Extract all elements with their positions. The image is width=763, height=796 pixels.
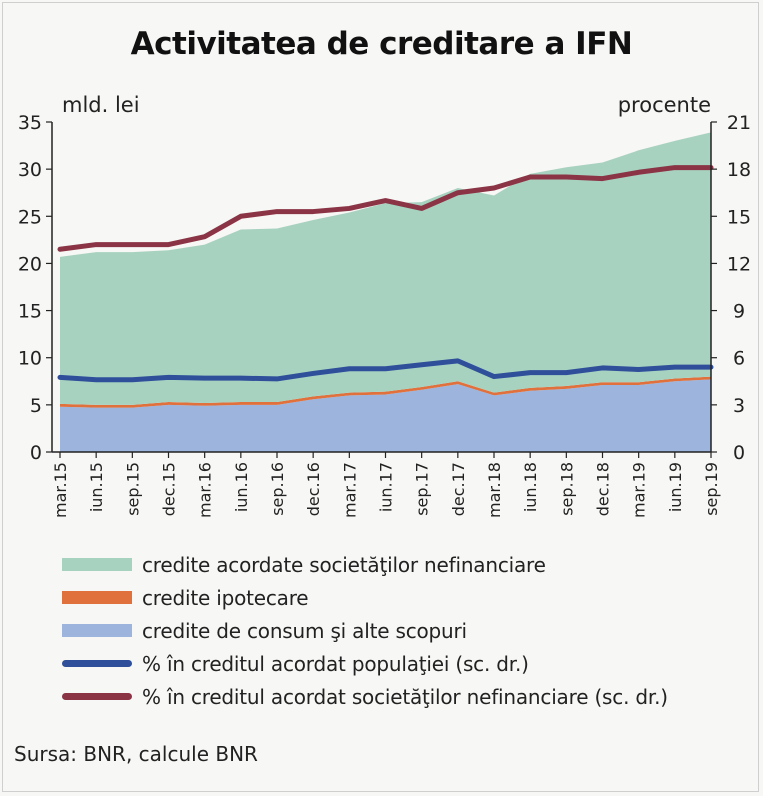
left-tick-label: 15 bbox=[18, 301, 42, 323]
area-series-1 bbox=[60, 376, 711, 408]
area-series-2 bbox=[60, 132, 711, 405]
legend-label-consumer: credite de consum şi alte scopuri bbox=[142, 618, 467, 643]
area-series-0 bbox=[60, 379, 711, 452]
x-tick-label: mar.19 bbox=[630, 462, 649, 518]
right-tick-label: 21 bbox=[727, 112, 751, 134]
right-tick-label: 0 bbox=[733, 442, 745, 464]
x-tick-label: sep.19 bbox=[702, 462, 721, 516]
legend-item-nonfinancial-share: % în creditul acordat societăţilor nefin… bbox=[62, 680, 668, 713]
legend-label-nonfinancial-share: % în creditul acordat societăţilor nefin… bbox=[142, 684, 668, 709]
left-tick-label: 5 bbox=[30, 395, 42, 417]
x-tick-label: dec.15 bbox=[160, 462, 179, 516]
legend-item-nonfinancial: credite acordate societăţilor nefinancia… bbox=[62, 548, 668, 581]
line-series-1 bbox=[57, 165, 714, 252]
x-tick-label: sep.18 bbox=[557, 462, 576, 516]
x-tick-label: sep.16 bbox=[268, 462, 287, 516]
left-tick-label: 35 bbox=[18, 112, 42, 134]
right-tick-label: 15 bbox=[727, 206, 751, 228]
right-axis-unit: procente bbox=[617, 93, 711, 117]
x-tick-label: sep.15 bbox=[123, 462, 142, 516]
legend-label-nonfinancial: credite acordate societăţilor nefinancia… bbox=[142, 552, 546, 577]
legend-label-population-share: % în creditul acordat populaţiei (sc. dr… bbox=[142, 651, 529, 676]
legend-item-population-share: % în creditul acordat populaţiei (sc. dr… bbox=[62, 647, 668, 680]
legend-swatch-nonfinancial bbox=[62, 558, 132, 571]
left-axis-unit: mld. lei bbox=[62, 93, 140, 117]
x-tick-label: mar.16 bbox=[196, 462, 215, 518]
x-tick-label: dec.17 bbox=[449, 462, 468, 516]
right-tick-label: 3 bbox=[733, 395, 745, 417]
right-tick-label: 6 bbox=[733, 348, 745, 370]
left-tick-label: 0 bbox=[30, 442, 42, 464]
source-note: Sursa: BNR, calcule BNR bbox=[14, 742, 258, 766]
left-tick-label: 20 bbox=[18, 253, 42, 275]
left-tick-label: 10 bbox=[18, 348, 42, 370]
legend-swatch-consumer bbox=[62, 624, 132, 637]
x-tick-label: dec.18 bbox=[594, 462, 613, 516]
line-series-0 bbox=[57, 358, 714, 383]
chart-title: Activitatea de creditare a IFN bbox=[130, 26, 633, 62]
legend-swatch-nonfinancial-share bbox=[62, 693, 132, 700]
left-tick-label: 30 bbox=[18, 159, 42, 181]
legend-item-consumer: credite de consum şi alte scopuri bbox=[62, 614, 668, 647]
legend: credite acordate societăţilor nefinancia… bbox=[62, 548, 668, 713]
x-tick-label: dec.16 bbox=[304, 462, 323, 516]
right-tick-label: 12 bbox=[727, 253, 751, 275]
x-tick-label: sep.17 bbox=[413, 462, 432, 516]
right-tick-label: 18 bbox=[727, 159, 751, 181]
x-tick-label: iun.15 bbox=[87, 462, 106, 512]
left-tick-label: 25 bbox=[18, 206, 42, 228]
x-tick-label: iun.16 bbox=[232, 462, 251, 512]
legend-swatch-population-share bbox=[62, 660, 132, 667]
x-tick-label: iun.19 bbox=[666, 462, 685, 512]
x-tick-label: mar.15 bbox=[51, 462, 70, 518]
right-tick-label: 9 bbox=[733, 301, 745, 323]
x-tick-label: iun.18 bbox=[521, 462, 540, 512]
x-tick-label: mar.17 bbox=[340, 462, 359, 518]
x-tick-label: iun.17 bbox=[377, 462, 396, 512]
chart-plot: 0 5 10 15 20 25 30 35 0 3 6 9 12 15 18 21 mar.15 iun.15 se… bbox=[18, 112, 751, 518]
legend-swatch-mortgage bbox=[62, 591, 132, 604]
legend-item-mortgage: credite ipotecare bbox=[62, 581, 668, 614]
legend-label-mortgage: credite ipotecare bbox=[142, 585, 309, 610]
x-tick-label: mar.18 bbox=[485, 462, 504, 518]
